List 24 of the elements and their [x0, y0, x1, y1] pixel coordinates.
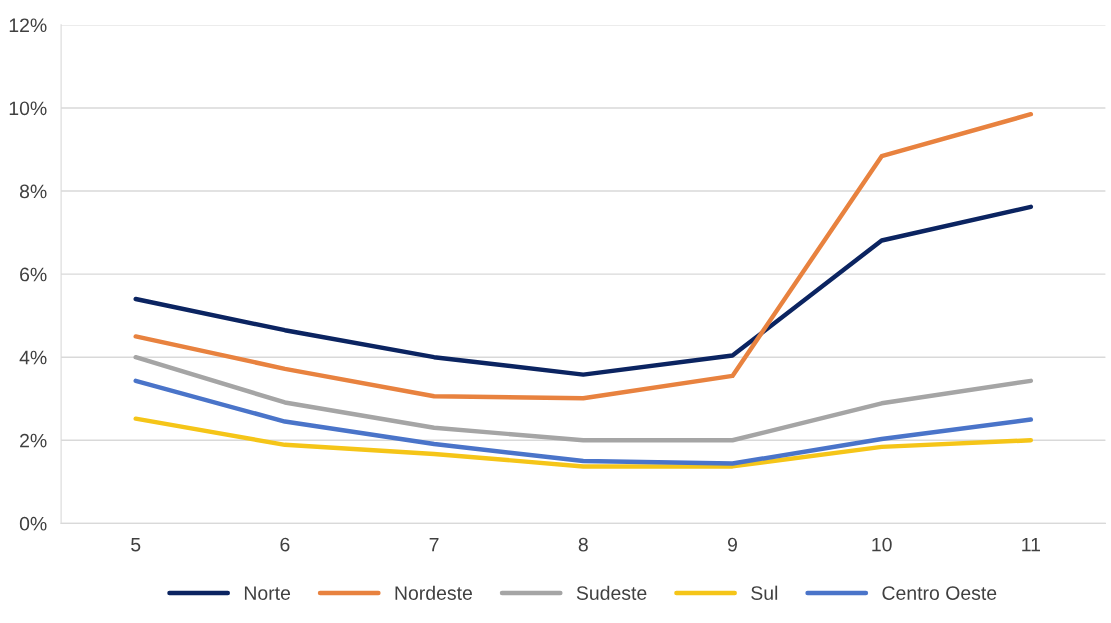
line-series	[133, 378, 1034, 466]
x-tick-label: 11	[1022, 537, 1040, 552]
x-tick-label: 10	[872, 537, 892, 552]
y-tick-label: 12%	[9, 18, 47, 33]
x-tick-label: 7	[429, 537, 439, 552]
legend-label: Centro Oeste	[882, 586, 997, 600]
y-tick-label: 2%	[20, 433, 47, 448]
line-series	[133, 204, 1034, 377]
y-tick-label: 6%	[20, 267, 47, 282]
legend-label: Sudeste	[576, 585, 647, 600]
line-series	[133, 354, 1034, 443]
legend-label: Norte	[244, 586, 291, 600]
y-tick-label: 8%	[19, 184, 47, 199]
x-tick-label: 9	[727, 537, 737, 552]
line-series	[133, 112, 1034, 401]
x-tick-label: 6	[280, 537, 290, 552]
y-tick-label: 0%	[19, 516, 47, 531]
y-tick-label: 4%	[19, 350, 47, 365]
x-tick-label: 8	[578, 537, 588, 552]
line-series	[133, 416, 1034, 469]
legend-label: Sul	[751, 585, 778, 600]
x-tick-label: 5	[131, 537, 141, 552]
y-tick-label: 10%	[9, 101, 47, 116]
legend-label: Nordeste	[395, 585, 472, 600]
